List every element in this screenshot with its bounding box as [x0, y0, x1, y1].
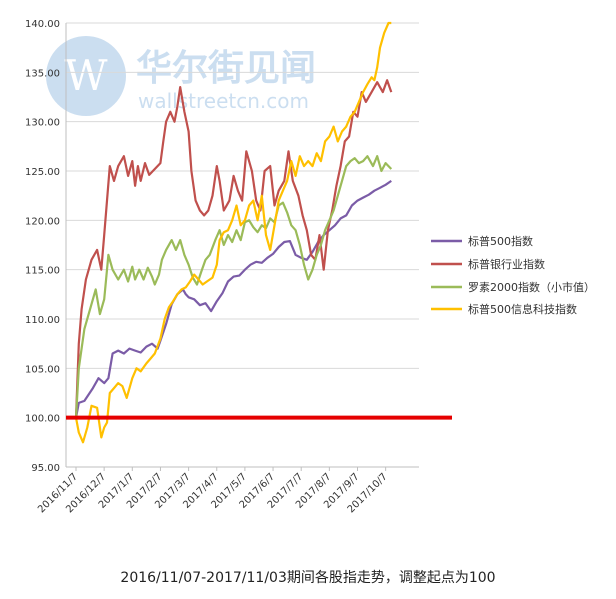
y-tick-label: 115.00	[25, 266, 60, 277]
y-tick-label: 140.00	[25, 19, 60, 30]
series-lines	[74, 21, 393, 444]
y-tick-label: 135.00	[25, 68, 60, 79]
y-tick-label: 110.00	[25, 315, 60, 326]
x-axis: 2016/11/72016/12/72017/1/72017/2/72017/3…	[36, 466, 419, 515]
y-tick-label: 125.00	[25, 167, 60, 178]
watermark-logo-letter: W	[64, 51, 108, 100]
series-line-2	[74, 79, 393, 418]
watermark-brand: 华尔街见闻	[136, 48, 316, 89]
chart-caption: 2016/11/07-2017/11/03期间各股指走势，调整起点为100	[120, 570, 496, 586]
y-tick-label: 95.00	[31, 463, 60, 474]
y-tick-label: 105.00	[25, 364, 60, 375]
series-line-3	[74, 155, 393, 418]
y-tick-label: 120.00	[25, 216, 60, 227]
y-tick-label: 100.00	[25, 414, 60, 425]
series-line-4	[74, 21, 392, 444]
watermark: W 华尔街见闻 wallstreetcn.com	[46, 36, 316, 116]
legend-label-2: 标普银行业指数	[468, 257, 545, 271]
legend-label-1: 标普500指数	[468, 234, 533, 248]
series-line-1	[74, 179, 392, 418]
y-tick-label: 130.00	[25, 118, 60, 129]
y-axis: 95.00 100.00 105.00 110.00 115.00 120.00 125.0…	[25, 19, 67, 474]
legend-label-3: 罗素2000指数（小市值）	[468, 280, 595, 294]
legend-label-4: 标普500信息科技指数	[468, 302, 577, 316]
watermark-domain: wallstreetcn.com	[138, 89, 309, 113]
